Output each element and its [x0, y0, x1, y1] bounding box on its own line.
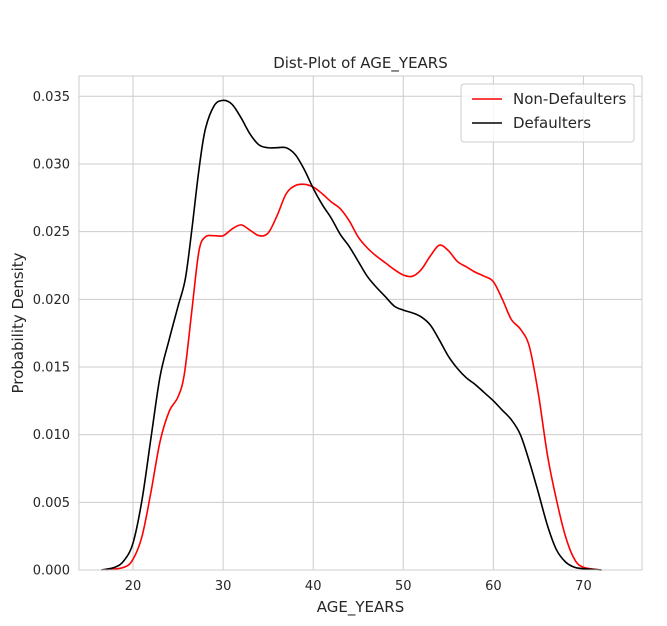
series-line-non-defaulters [105, 183, 602, 571]
y-tick-label: 0.025 [33, 225, 70, 240]
x-tick-labels: 20 30 40 50 60 70 [125, 579, 592, 594]
y-tick-labels: 0.000 0.005 0.010 0.015 0.020 0.025 0.030 0.035 [33, 90, 70, 579]
chart-title: Dist-Plot of AGE_YEARS [273, 54, 448, 73]
series-line-defaulters [101, 99, 602, 571]
x-tick-label: 60 [485, 579, 502, 594]
x-tick-label: 20 [125, 579, 142, 594]
y-tick-label: 0.005 [33, 496, 70, 511]
y-axis-title: Probability Density [9, 252, 27, 393]
x-tick-label: 70 [575, 579, 592, 594]
x-tick-label: 50 [395, 579, 412, 594]
y-tick-label: 0.010 [33, 428, 70, 443]
legend-box [460, 83, 635, 143]
legend-label-defaulters: Defaulters [513, 114, 591, 132]
x-axis-title: AGE_YEARS [317, 598, 404, 617]
series-layer [101, 99, 602, 571]
y-tick-label: 0.030 [33, 157, 70, 172]
y-tick-label: 0.035 [33, 90, 70, 105]
y-tick-label: 0.020 [33, 293, 70, 308]
legend-label-non-defaulters: Non-Defaulters [513, 90, 627, 108]
y-tick-label: 0.000 [33, 564, 70, 579]
x-tick-label: 40 [305, 579, 322, 594]
x-tick-label: 30 [215, 579, 232, 594]
grid [79, 76, 642, 571]
y-tick-label: 0.015 [33, 360, 70, 375]
plot-frame [78, 75, 643, 571]
legend: Non-Defaulters Defaulters [460, 83, 635, 143]
